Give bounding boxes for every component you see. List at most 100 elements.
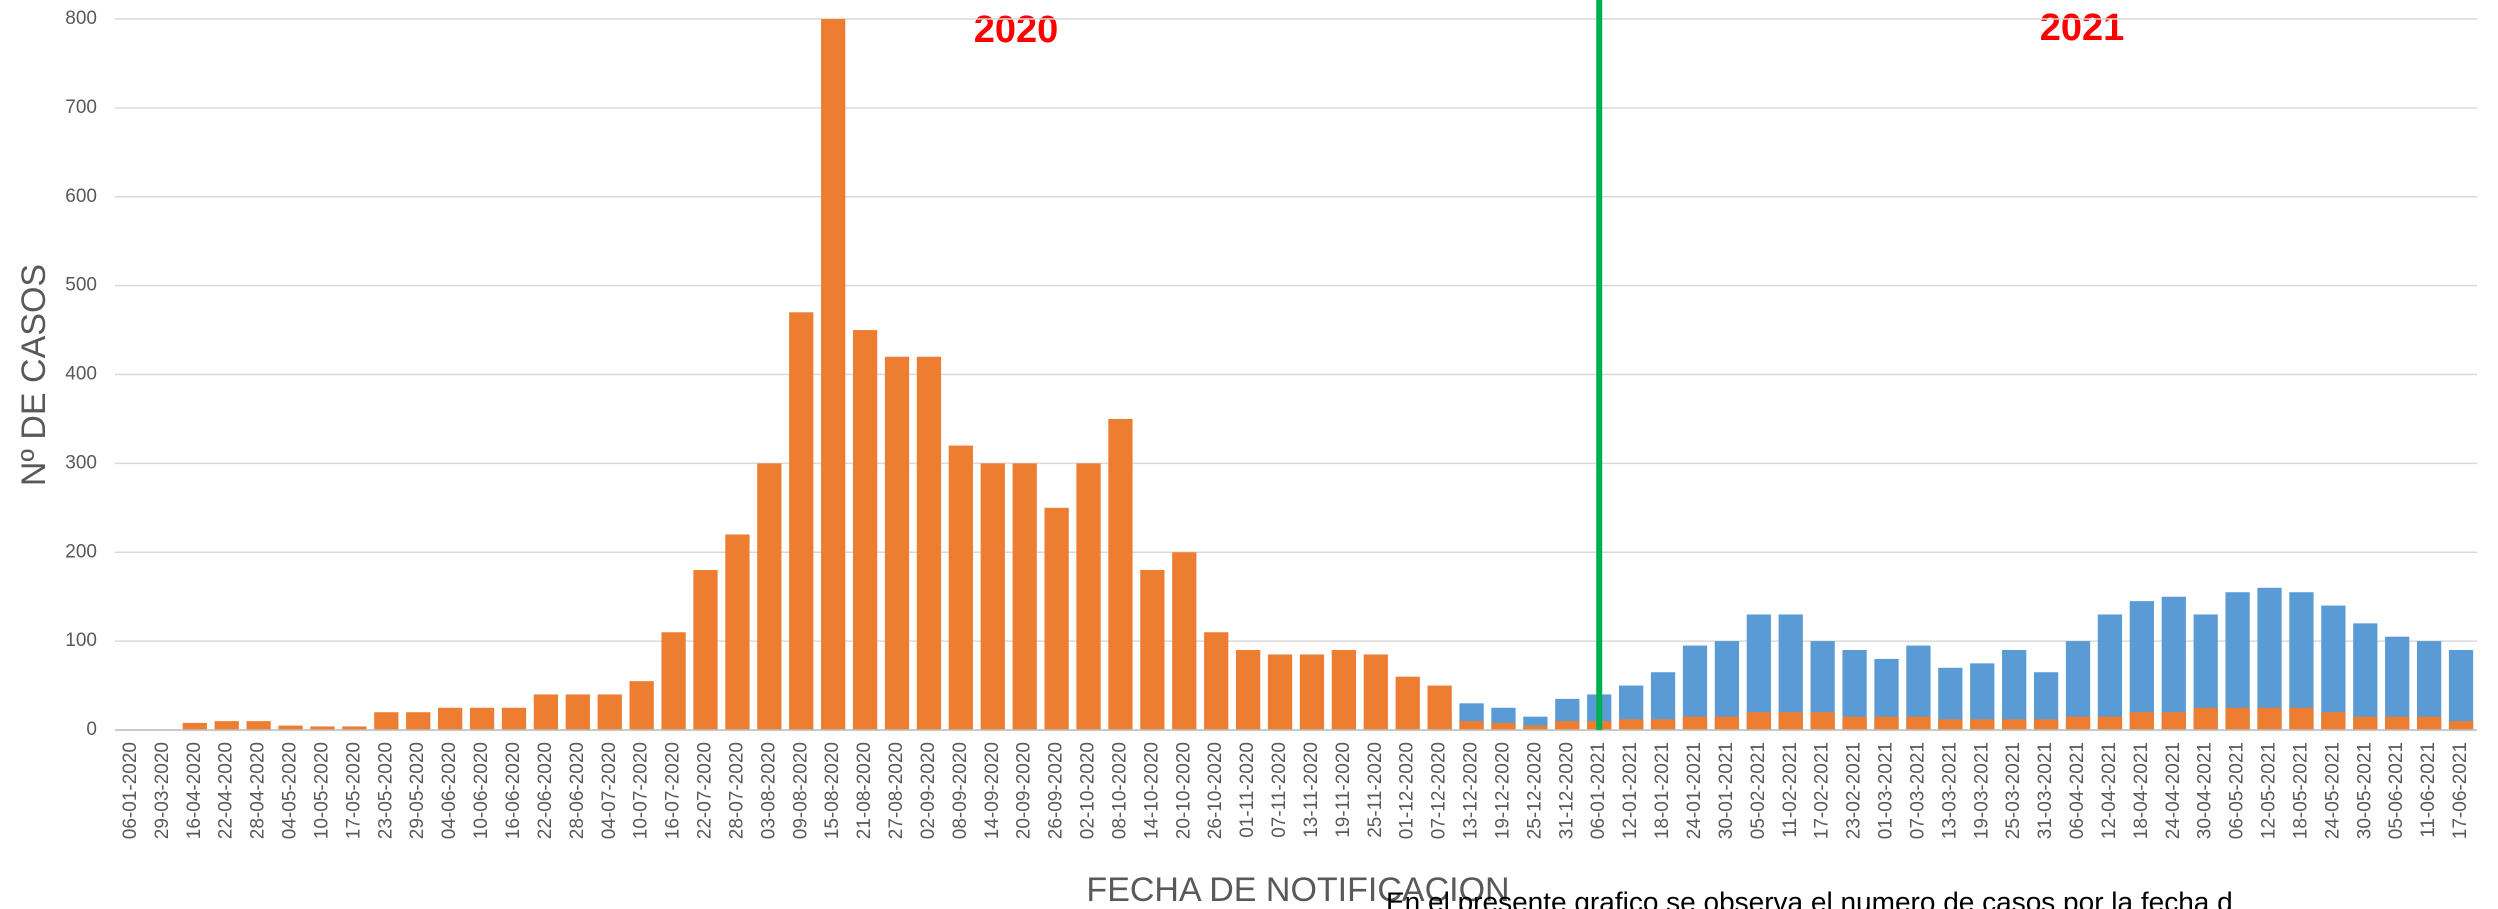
x-tick-label: 26-09-2020 [1046,742,1067,839]
x-tick-label: 05-02-2021 [1748,742,1769,839]
x-tick-label: 20-09-2020 [1014,742,1035,839]
x-tick-label: 12-04-2021 [2099,742,2120,839]
x-tick-label: 16-06-2020 [503,742,524,839]
bar [246,721,271,730]
y-tick-label: 400 [65,364,97,385]
x-tick-label: 02-09-2020 [918,742,939,839]
y-tick-label: 700 [65,97,97,118]
bar [1906,716,1931,730]
bar [1778,614,1803,730]
x-tick-label: 04-05-2020 [280,742,301,839]
x-tick-label: 03-08-2020 [758,742,779,839]
bar [2448,721,2474,730]
bar [1970,719,1995,730]
x-tick-label: 19-12-2020 [1492,742,1513,839]
x-tick-label: 24-05-2021 [2322,742,2343,839]
bar [980,463,1005,730]
x-tick-label: 01-03-2021 [1876,742,1897,839]
x-tick-label: 19-03-2021 [1971,742,1992,839]
x-tick-label: 10-05-2020 [311,742,332,839]
bar [342,726,367,730]
bar [2065,716,2091,730]
x-tick-label: 11-02-2021 [1780,742,1801,838]
x-tick-label: 19-11-2020 [1333,742,1354,838]
bar [374,712,399,730]
bar [725,534,750,730]
bar [2161,596,2186,730]
x-tick-label: 25-12-2020 [1524,742,1545,839]
x-tick-label: 04-07-2020 [599,742,620,839]
x-tick-label: 29-05-2020 [407,742,428,839]
x-tick-label: 17-02-2021 [1812,742,1833,839]
bar [2002,719,2027,730]
bar [821,19,846,730]
x-tick-label: 14-09-2020 [982,742,1003,839]
bar [2161,712,2186,730]
x-tick-label: 30-01-2021 [1716,742,1737,839]
x-tick-label: 28-07-2020 [726,742,747,839]
bar [1012,463,1037,730]
bar [1395,676,1420,730]
x-tick-label: 22-06-2020 [535,742,556,839]
bar [565,694,590,730]
bar [1555,721,1580,730]
bar [1459,721,1484,730]
bar [438,707,463,730]
bar [1906,645,1931,730]
x-tick-label: 16-07-2020 [663,742,684,839]
x-tick-label: 18-05-2021 [2290,742,2311,839]
bar [2416,716,2442,730]
bar [1682,645,1708,730]
x-tick-label: 23-05-2020 [375,742,396,839]
bar [2353,716,2378,730]
x-tick-label: 22-04-2020 [216,742,237,839]
x-tick-label: 25-11-2020 [1365,742,1386,838]
x-tick-label: 26-10-2020 [1205,742,1226,839]
x-tick-label: 02-10-2020 [1078,742,1099,839]
bar [2033,719,2059,730]
bar [2448,650,2474,730]
bar [2065,641,2091,730]
note: En el presente grafico se observa el num… [1386,886,2233,909]
x-tick-label: 10-06-2020 [471,742,492,839]
bar [1172,552,1197,730]
bar [406,712,431,730]
bar [1299,654,1325,730]
annotation: 2021 [2040,7,2125,49]
x-tick-label: 28-06-2020 [567,742,588,839]
bar [1267,654,1293,730]
x-tick-label: 24-04-2021 [2163,742,2184,839]
bar [693,570,718,730]
x-tick-label: 12-05-2021 [2259,742,2280,839]
x-tick-label: 16-04-2020 [184,742,205,839]
x-tick-label: 11-06-2021 [2418,742,2439,838]
bar [1970,663,1995,730]
bar [1619,719,1644,730]
bar [2289,707,2314,730]
x-tick-label: 21-08-2020 [854,742,875,839]
bar [852,330,878,730]
bar [2385,636,2410,730]
x-tick-label: 17-05-2020 [343,742,364,839]
bar [501,707,527,730]
bar [2416,641,2442,730]
x-tick-label: 06-01-2021 [1588,742,1609,839]
bar [1874,716,1899,730]
bar [1427,685,1452,730]
x-tick-label: 05-06-2021 [2386,742,2407,839]
x-tick-label: 06-04-2021 [2067,742,2088,839]
bar [884,356,910,730]
x-tick-label: 12-01-2021 [1620,742,1641,839]
bar [1235,650,1261,730]
x-tick-label: 18-01-2021 [1652,742,1673,839]
bar [214,721,239,730]
bar [661,632,686,730]
bar [2289,592,2314,730]
x-tick-label: 10-07-2020 [631,742,652,839]
bar [629,681,654,730]
y-tick-label: 100 [65,630,97,651]
bar [2257,587,2282,730]
bar [2193,707,2218,730]
annotation: 2020 [974,9,1059,51]
bar [310,726,335,730]
